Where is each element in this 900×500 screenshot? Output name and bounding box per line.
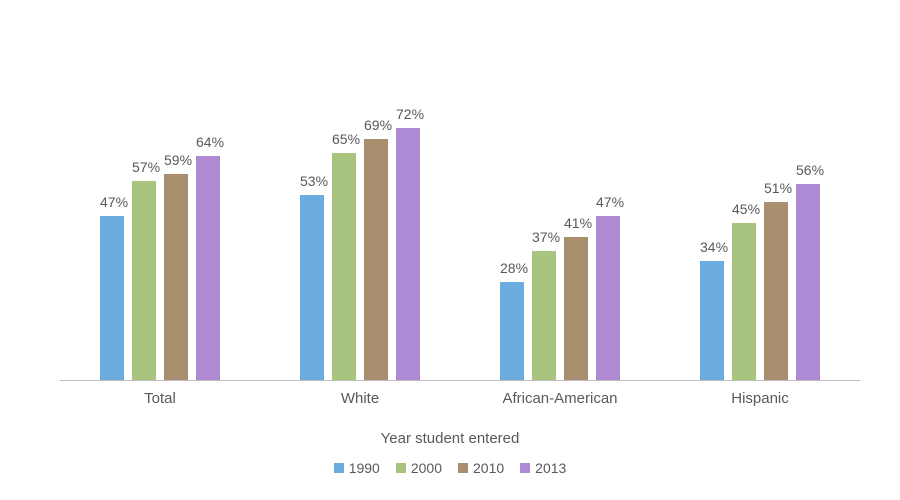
bar-value-label: 56% xyxy=(796,162,820,178)
bar: 59% xyxy=(164,174,188,381)
legend-item: 2000 xyxy=(396,460,442,476)
category-label: Hispanic xyxy=(660,390,860,407)
category-group: 53% 65% 69% 72% xyxy=(296,128,424,380)
bar: 45% xyxy=(732,223,756,381)
bar: 34% xyxy=(700,261,724,380)
bar-value-label: 72% xyxy=(396,106,420,122)
legend: 1990 2000 2010 2013 xyxy=(0,460,900,476)
bar-value-label: 41% xyxy=(564,215,588,231)
bar-value-label: 57% xyxy=(132,159,156,175)
bar: 47% xyxy=(596,216,620,381)
category-group: 28% 37% 41% 47% xyxy=(496,216,624,381)
category-group: 47% 57% 59% 64% xyxy=(96,156,224,380)
legend-item: 2013 xyxy=(520,460,566,476)
bar: 37% xyxy=(532,251,556,381)
legend-swatch xyxy=(396,463,406,473)
bar: 72% xyxy=(396,128,420,380)
category-label: White xyxy=(260,390,460,407)
legend-swatch xyxy=(458,463,468,473)
bar: 65% xyxy=(332,153,356,381)
bar: 51% xyxy=(764,202,788,381)
legend-swatch xyxy=(334,463,344,473)
bar: 69% xyxy=(364,139,388,381)
legend-swatch xyxy=(520,463,530,473)
bar-value-label: 64% xyxy=(196,134,220,150)
x-axis-title: Year student entered xyxy=(0,430,900,447)
bar: 56% xyxy=(796,184,820,380)
legend-label: 2013 xyxy=(535,460,566,476)
bar-value-label: 51% xyxy=(764,180,788,196)
bar: 57% xyxy=(132,181,156,381)
category-label: Total xyxy=(60,390,260,407)
bar: 64% xyxy=(196,156,220,380)
bar-value-label: 69% xyxy=(364,117,388,133)
bar-value-label: 59% xyxy=(164,152,188,168)
legend-item: 1990 xyxy=(334,460,380,476)
legend-item: 2010 xyxy=(458,460,504,476)
bar-value-label: 47% xyxy=(596,194,620,210)
bar: 28% xyxy=(500,282,524,380)
bar-value-label: 65% xyxy=(332,131,356,147)
bar: 41% xyxy=(564,237,588,381)
category-group: 34% 45% 51% 56% xyxy=(696,184,824,380)
category-label: African-American xyxy=(460,390,660,407)
bar: 47% xyxy=(100,216,124,381)
legend-label: 2000 xyxy=(411,460,442,476)
bar-value-label: 53% xyxy=(300,173,324,189)
bar-value-label: 47% xyxy=(100,194,124,210)
bar-value-label: 34% xyxy=(700,239,724,255)
bar: 53% xyxy=(300,195,324,381)
bar-value-label: 37% xyxy=(532,229,556,245)
legend-label: 1990 xyxy=(349,460,380,476)
bar-value-label: 28% xyxy=(500,260,524,276)
bar-value-label: 45% xyxy=(732,201,756,217)
chart-container: 47% 57% 59% 64% 53% 65% 69% 72% 28% 37% 41% 47% 34% 4… xyxy=(0,0,900,500)
legend-label: 2010 xyxy=(473,460,504,476)
plot-area: 47% 57% 59% 64% 53% 65% 69% 72% 28% 37% 41% 47% 34% 4… xyxy=(60,30,860,381)
